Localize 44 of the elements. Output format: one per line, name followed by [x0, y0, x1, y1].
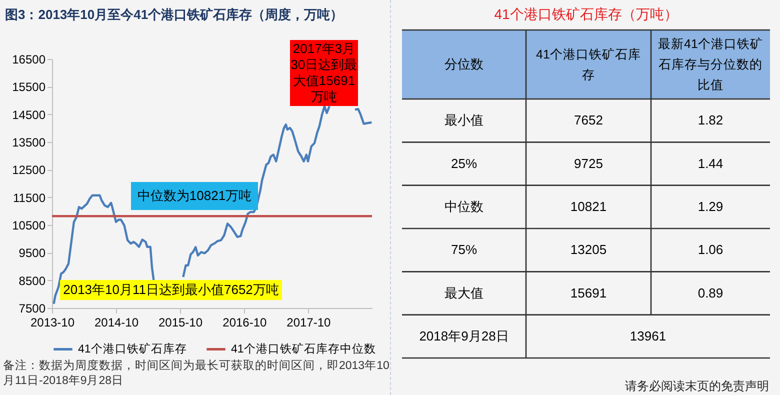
- data-label: 1.82: [698, 112, 724, 128]
- y-tick-label: 14500: [12, 108, 46, 122]
- y-tick-label: 10500: [12, 218, 46, 232]
- data-label: 15691: [570, 285, 607, 300]
- x-tick-label: 2013-10: [30, 316, 75, 330]
- y-tick-label: 12500: [12, 163, 46, 178]
- category-label: 2018年9月28日: [419, 328, 509, 344]
- text: 41个港口铁矿石库存（万吨）: [494, 6, 678, 22]
- y-tick-label: 15500: [12, 80, 46, 94]
- legend-label: 41个港口铁矿石库存: [78, 341, 187, 356]
- category-label: 25%: [450, 156, 478, 171]
- data-label: 1.29: [698, 198, 724, 214]
- data-label: 10821: [570, 198, 607, 214]
- data-label: 0.89: [698, 285, 724, 300]
- y-tick-label: 11500: [13, 190, 46, 205]
- data-label: 7652: [574, 112, 603, 128]
- annotation: 2013年10月11日达到最小值7652万吨: [63, 282, 279, 297]
- x-tick-label: 2017-10: [286, 316, 332, 330]
- data-label: 13961: [630, 328, 666, 344]
- chart-title: 图3：2013年10月至今41个港口铁矿石库存（周度，万吨）: [5, 7, 344, 22]
- data-label: 9725: [574, 156, 603, 171]
- text: 最新41个港口铁矿石库存与分位数的比值: [658, 37, 763, 92]
- x-tick-label: 2014-10: [94, 316, 139, 330]
- data-label: 13205: [570, 242, 607, 258]
- y-tick-label: 7500: [18, 302, 46, 316]
- legend-label: 41个港口铁矿石库存中位数: [231, 341, 376, 356]
- x-tick-label: 2016-10: [222, 316, 268, 330]
- series-label: 41个港口铁矿石库存: [536, 47, 641, 82]
- y-tick-label: 9500: [18, 246, 46, 260]
- x-tick-label: 2015-10: [158, 316, 203, 330]
- category-label: 最大值: [444, 285, 484, 300]
- annotation: 2017年3月30日达到最大值15691万吨: [290, 41, 358, 104]
- text: 分位数: [444, 56, 484, 72]
- text: 请务必阅读末页的免责声明: [625, 379, 769, 393]
- y-tick-label: 13500: [12, 136, 46, 150]
- category-label: 75%: [450, 242, 478, 258]
- y-tick-label: 8500: [18, 274, 46, 288]
- data-label: 1.06: [698, 242, 724, 258]
- category-label: 最小值: [444, 112, 484, 128]
- y-tick-label: 16500: [12, 52, 46, 66]
- category-label: 中位数: [444, 198, 484, 214]
- text: 备注：数据为周度数据，时间区间为最长可获取的时间区间，即2013年10月11日-2018年9月28日: [3, 358, 390, 387]
- data-label: 1.44: [698, 156, 724, 171]
- annotation: 中位数为10821万吨: [137, 188, 252, 203]
